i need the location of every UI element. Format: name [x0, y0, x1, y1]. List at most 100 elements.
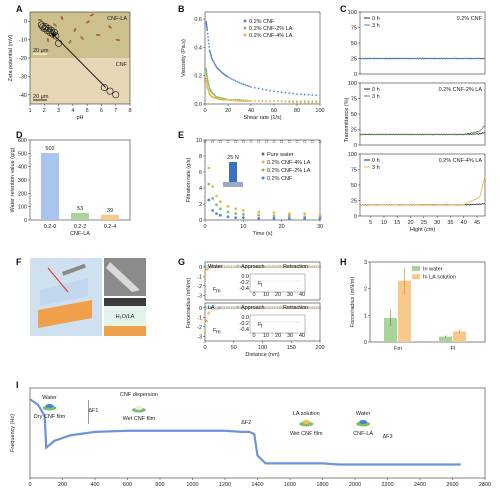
y-tick-label: 75 [351, 26, 357, 32]
data-point [242, 100, 245, 103]
annotation-la-solution: LA solution [293, 411, 320, 417]
data-point [206, 28, 209, 30]
data-point [261, 265, 264, 268]
y-tick-label: 75 [351, 97, 357, 103]
data-point [205, 81, 208, 84]
inset-x-tick-label: 30 [287, 292, 293, 298]
data-point [257, 213, 261, 217]
film-drop-icon [134, 406, 143, 410]
legend-marker [261, 168, 265, 172]
y-tick-label: 25 [351, 128, 357, 134]
data-point [257, 100, 260, 103]
inset-label-cnf-la: CNF-LA [107, 16, 127, 22]
data-point [265, 140, 268, 143]
data-point [209, 306, 212, 309]
data-point [299, 101, 302, 104]
y-tick-label: -3 [197, 293, 202, 299]
x-tick-label: 0.2-2 [74, 224, 87, 230]
data-point [213, 62, 216, 64]
data-point [236, 306, 239, 309]
data-point [254, 306, 257, 309]
y-tick-label: 100 [348, 152, 357, 158]
data-point [215, 203, 218, 207]
data-point [205, 72, 208, 75]
y-tick-label: 0 [364, 340, 367, 346]
data-point [275, 306, 278, 309]
data-point [219, 140, 222, 143]
data-point [211, 140, 214, 143]
data-point [234, 140, 237, 143]
data-point [206, 32, 209, 35]
data-point [315, 94, 318, 97]
data-point [240, 306, 243, 309]
x-tick-label: 1200 [219, 482, 231, 488]
legend-label: 0.2% CNF-2% LA [267, 168, 311, 174]
data-point [213, 308, 216, 311]
x-tick-label: 4 [71, 108, 74, 114]
data-point [295, 140, 299, 143]
data-point [249, 265, 253, 268]
data-point [207, 166, 211, 170]
data-point [315, 101, 318, 104]
data-point [273, 90, 275, 93]
y-tick-label: 0 [354, 214, 357, 220]
data-point [295, 265, 299, 268]
x-tick-label: 1 [28, 108, 31, 114]
legend-label: Pure water [267, 152, 294, 158]
axes-e-frame [204, 139, 321, 221]
data-point [232, 79, 235, 81]
data-point [296, 93, 298, 95]
data-point [299, 93, 302, 96]
legend-marker [261, 152, 265, 156]
subplot-title: 0.2% CNF-4% LA [439, 158, 483, 164]
data-point [263, 265, 266, 268]
x-tick-label: 6 [100, 108, 103, 114]
y-tick-label: -1 [197, 274, 202, 280]
data-point [293, 306, 296, 309]
data-point [318, 306, 322, 309]
x-tick-label: 2600 [446, 482, 458, 488]
y-tick-label: 75 [351, 168, 357, 174]
data-point [300, 306, 303, 309]
data-point [257, 217, 261, 220]
data-point [268, 306, 271, 309]
x-tick-label: 3 [57, 108, 60, 114]
data-point [247, 265, 250, 268]
data-point [229, 306, 232, 310]
y-tick-label: 300 [18, 178, 27, 184]
subplot-title: LA [208, 305, 215, 311]
y-axis-label: Zeta potential (mV) [8, 34, 14, 81]
y-tick-label: 50 [351, 41, 357, 47]
data-point [296, 100, 298, 103]
data-point [246, 84, 249, 87]
pressure-label: 25 N [227, 155, 239, 161]
data-point [206, 26, 208, 29]
data-point [312, 265, 315, 268]
data-point [238, 81, 241, 84]
y-tick-label: 0.2 [194, 74, 202, 80]
y-tick-label: -1 [197, 315, 202, 321]
legend-label: 0.2% CNF-4% LA [267, 160, 311, 166]
panel-label-f: F [16, 257, 22, 267]
data-point [205, 67, 208, 70]
y-tick-label: 25 [351, 57, 357, 63]
data-point [256, 265, 259, 268]
data-point [261, 306, 264, 309]
legend-marker [243, 19, 247, 23]
inset-x-tick-label: 10 [263, 333, 269, 339]
film-drop-icon [45, 404, 54, 408]
axes-h-frame [369, 261, 486, 343]
data-point [207, 39, 210, 42]
x-axis-label: Time (s) [253, 231, 273, 237]
data-point [220, 307, 223, 310]
data-point [234, 79, 237, 82]
data-point [211, 57, 213, 60]
y-axis-label: Frequency (Hz) [10, 414, 16, 452]
series-line [359, 57, 486, 60]
x-tick-label: 0.2-4 [104, 224, 117, 230]
data-point [293, 265, 296, 268]
x-tick-label: 45 [474, 220, 480, 226]
data-point [215, 308, 218, 311]
data-point [250, 100, 252, 103]
data-point [256, 306, 259, 309]
